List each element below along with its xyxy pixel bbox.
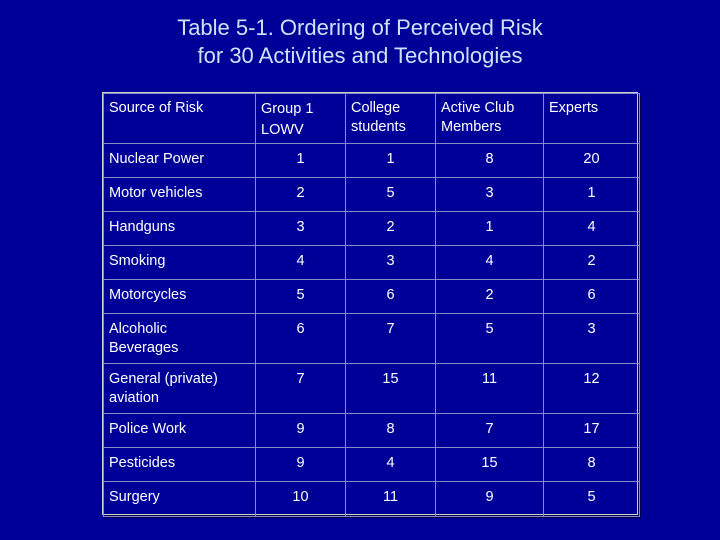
header-line: LOWV — [261, 122, 304, 138]
row-label: General (private) aviation — [103, 363, 256, 414]
cell-experts: 3 — [543, 313, 640, 364]
header-line: Members — [441, 119, 502, 135]
row-label: Handguns — [103, 211, 256, 246]
cell-experts: 17 — [543, 413, 640, 448]
header-source-of-risk: Source of Risk — [103, 93, 256, 144]
cell-active-club-members: 11 — [435, 363, 544, 414]
row-label-line: Motorcycles — [109, 287, 187, 303]
row-label-line: Nuclear Power — [109, 151, 205, 167]
header-active-club-members: Active Club Members — [435, 93, 544, 144]
cell-experts: 1 — [543, 177, 640, 212]
table-row: Motor vehicles 2 5 3 1 — [103, 177, 640, 212]
cell-experts: 2 — [543, 245, 640, 280]
cell-active-club-members: 1 — [435, 211, 544, 246]
cell-active-club-members: 7 — [435, 413, 544, 448]
cell-group-1: 4 — [255, 245, 346, 280]
header-row: Source of Risk Group 1 LOWV College stud… — [103, 93, 640, 144]
cell-college-students: 7 — [345, 313, 436, 364]
table-row: Police Work 9 8 7 17 — [103, 413, 640, 448]
cell-college-students: 5 — [345, 177, 436, 212]
row-label: Nuclear Power — [103, 143, 256, 178]
header-line: College — [351, 100, 401, 116]
row-label: Alcoholic Beverages — [103, 313, 256, 364]
cell-college-students: 15 — [345, 363, 436, 414]
cell-college-students: 8 — [345, 413, 436, 448]
row-label-line: General (private) — [109, 371, 218, 387]
cell-group-1: 10 — [255, 481, 346, 517]
header-group-1: Group 1 LOWV — [255, 93, 346, 144]
header-college-students: College students — [345, 93, 436, 144]
header-line: Active Club — [441, 100, 515, 116]
cell-college-students: 6 — [345, 279, 436, 314]
row-label: Police Work — [103, 413, 256, 448]
table-row: General (private) aviation 7 15 11 12 — [103, 363, 640, 414]
table-row: Pesticides 9 4 15 8 — [103, 447, 640, 482]
row-label: Pesticides — [103, 447, 256, 482]
row-label-line: Motor vehicles — [109, 185, 203, 201]
row-label: Smoking — [103, 245, 256, 280]
row-label-line: Pesticides — [109, 455, 176, 471]
row-label-line: aviation — [109, 390, 159, 406]
risk-table: Source of Risk Group 1 LOWV College stud… — [102, 92, 640, 517]
row-label: Surgery — [103, 481, 256, 517]
cell-college-students: 2 — [345, 211, 436, 246]
cell-college-students: 4 — [345, 447, 436, 482]
cell-group-1: 5 — [255, 279, 346, 314]
cell-active-club-members: 5 — [435, 313, 544, 364]
row-label-line: Police Work — [109, 421, 187, 437]
risk-table-grid: Source of Risk Group 1 LOWV College stud… — [103, 93, 640, 517]
header-line: Experts — [549, 100, 599, 116]
cell-experts: 5 — [543, 481, 640, 517]
cell-group-1: 9 — [255, 413, 346, 448]
cell-experts: 4 — [543, 211, 640, 246]
cell-college-students: 1 — [345, 143, 436, 178]
title-line-1: Table 5-1. Ordering of Perceived Risk — [177, 15, 543, 40]
cell-group-1: 2 — [255, 177, 346, 212]
cell-active-club-members: 3 — [435, 177, 544, 212]
row-label-line: Surgery — [109, 489, 160, 505]
table-row: Smoking 4 3 4 2 — [103, 245, 640, 280]
header-line: Source of Risk — [109, 100, 204, 116]
cell-active-club-members: 4 — [435, 245, 544, 280]
slide-title: Table 5-1. Ordering of Perceived Risk fo… — [0, 14, 720, 70]
cell-group-1: 1 — [255, 143, 346, 178]
cell-experts: 12 — [543, 363, 640, 414]
title-line-2: for 30 Activities and Technologies — [197, 43, 523, 68]
cell-active-club-members: 8 — [435, 143, 544, 178]
table-row: Handguns 3 2 1 4 — [103, 211, 640, 246]
cell-experts: 6 — [543, 279, 640, 314]
row-label-line: Beverages — [109, 340, 179, 356]
header-line: students — [351, 119, 406, 135]
row-label: Motorcycles — [103, 279, 256, 314]
cell-active-club-members: 9 — [435, 481, 544, 517]
cell-group-1: 6 — [255, 313, 346, 364]
table-row: Surgery 10 11 9 5 — [103, 481, 640, 517]
cell-college-students: 11 — [345, 481, 436, 517]
cell-group-1: 7 — [255, 363, 346, 414]
row-label-line: Handguns — [109, 219, 176, 235]
cell-experts: 8 — [543, 447, 640, 482]
cell-active-club-members: 15 — [435, 447, 544, 482]
table-row: Motorcycles 5 6 2 6 — [103, 279, 640, 314]
cell-group-1: 3 — [255, 211, 346, 246]
cell-college-students: 3 — [345, 245, 436, 280]
cell-group-1: 9 — [255, 447, 346, 482]
header-line: Group 1 — [261, 101, 314, 117]
table-row: Nuclear Power 1 1 8 20 — [103, 143, 640, 178]
row-label: Motor vehicles — [103, 177, 256, 212]
header-experts: Experts — [543, 93, 640, 144]
cell-experts: 20 — [543, 143, 640, 178]
row-label-line: Smoking — [109, 253, 166, 269]
row-label-line: Alcoholic — [109, 321, 168, 337]
table-row: Alcoholic Beverages 6 7 5 3 — [103, 313, 640, 364]
cell-active-club-members: 2 — [435, 279, 544, 314]
